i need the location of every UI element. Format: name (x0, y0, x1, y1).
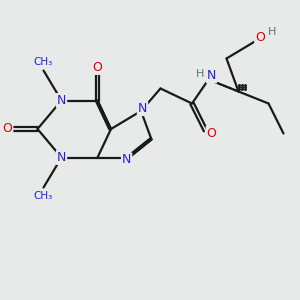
Text: O: O (3, 122, 12, 136)
Text: H: H (196, 69, 204, 79)
Text: CH₃: CH₃ (34, 57, 53, 67)
Text: N: N (122, 153, 131, 167)
Text: O: O (93, 61, 102, 74)
Text: N: N (57, 151, 66, 164)
Text: O: O (207, 127, 216, 140)
Text: H: H (268, 27, 276, 37)
Text: N: N (207, 69, 216, 82)
Text: CH₃: CH₃ (34, 191, 53, 201)
Text: N: N (138, 102, 147, 115)
Text: N: N (57, 94, 66, 107)
Text: O: O (255, 31, 265, 44)
